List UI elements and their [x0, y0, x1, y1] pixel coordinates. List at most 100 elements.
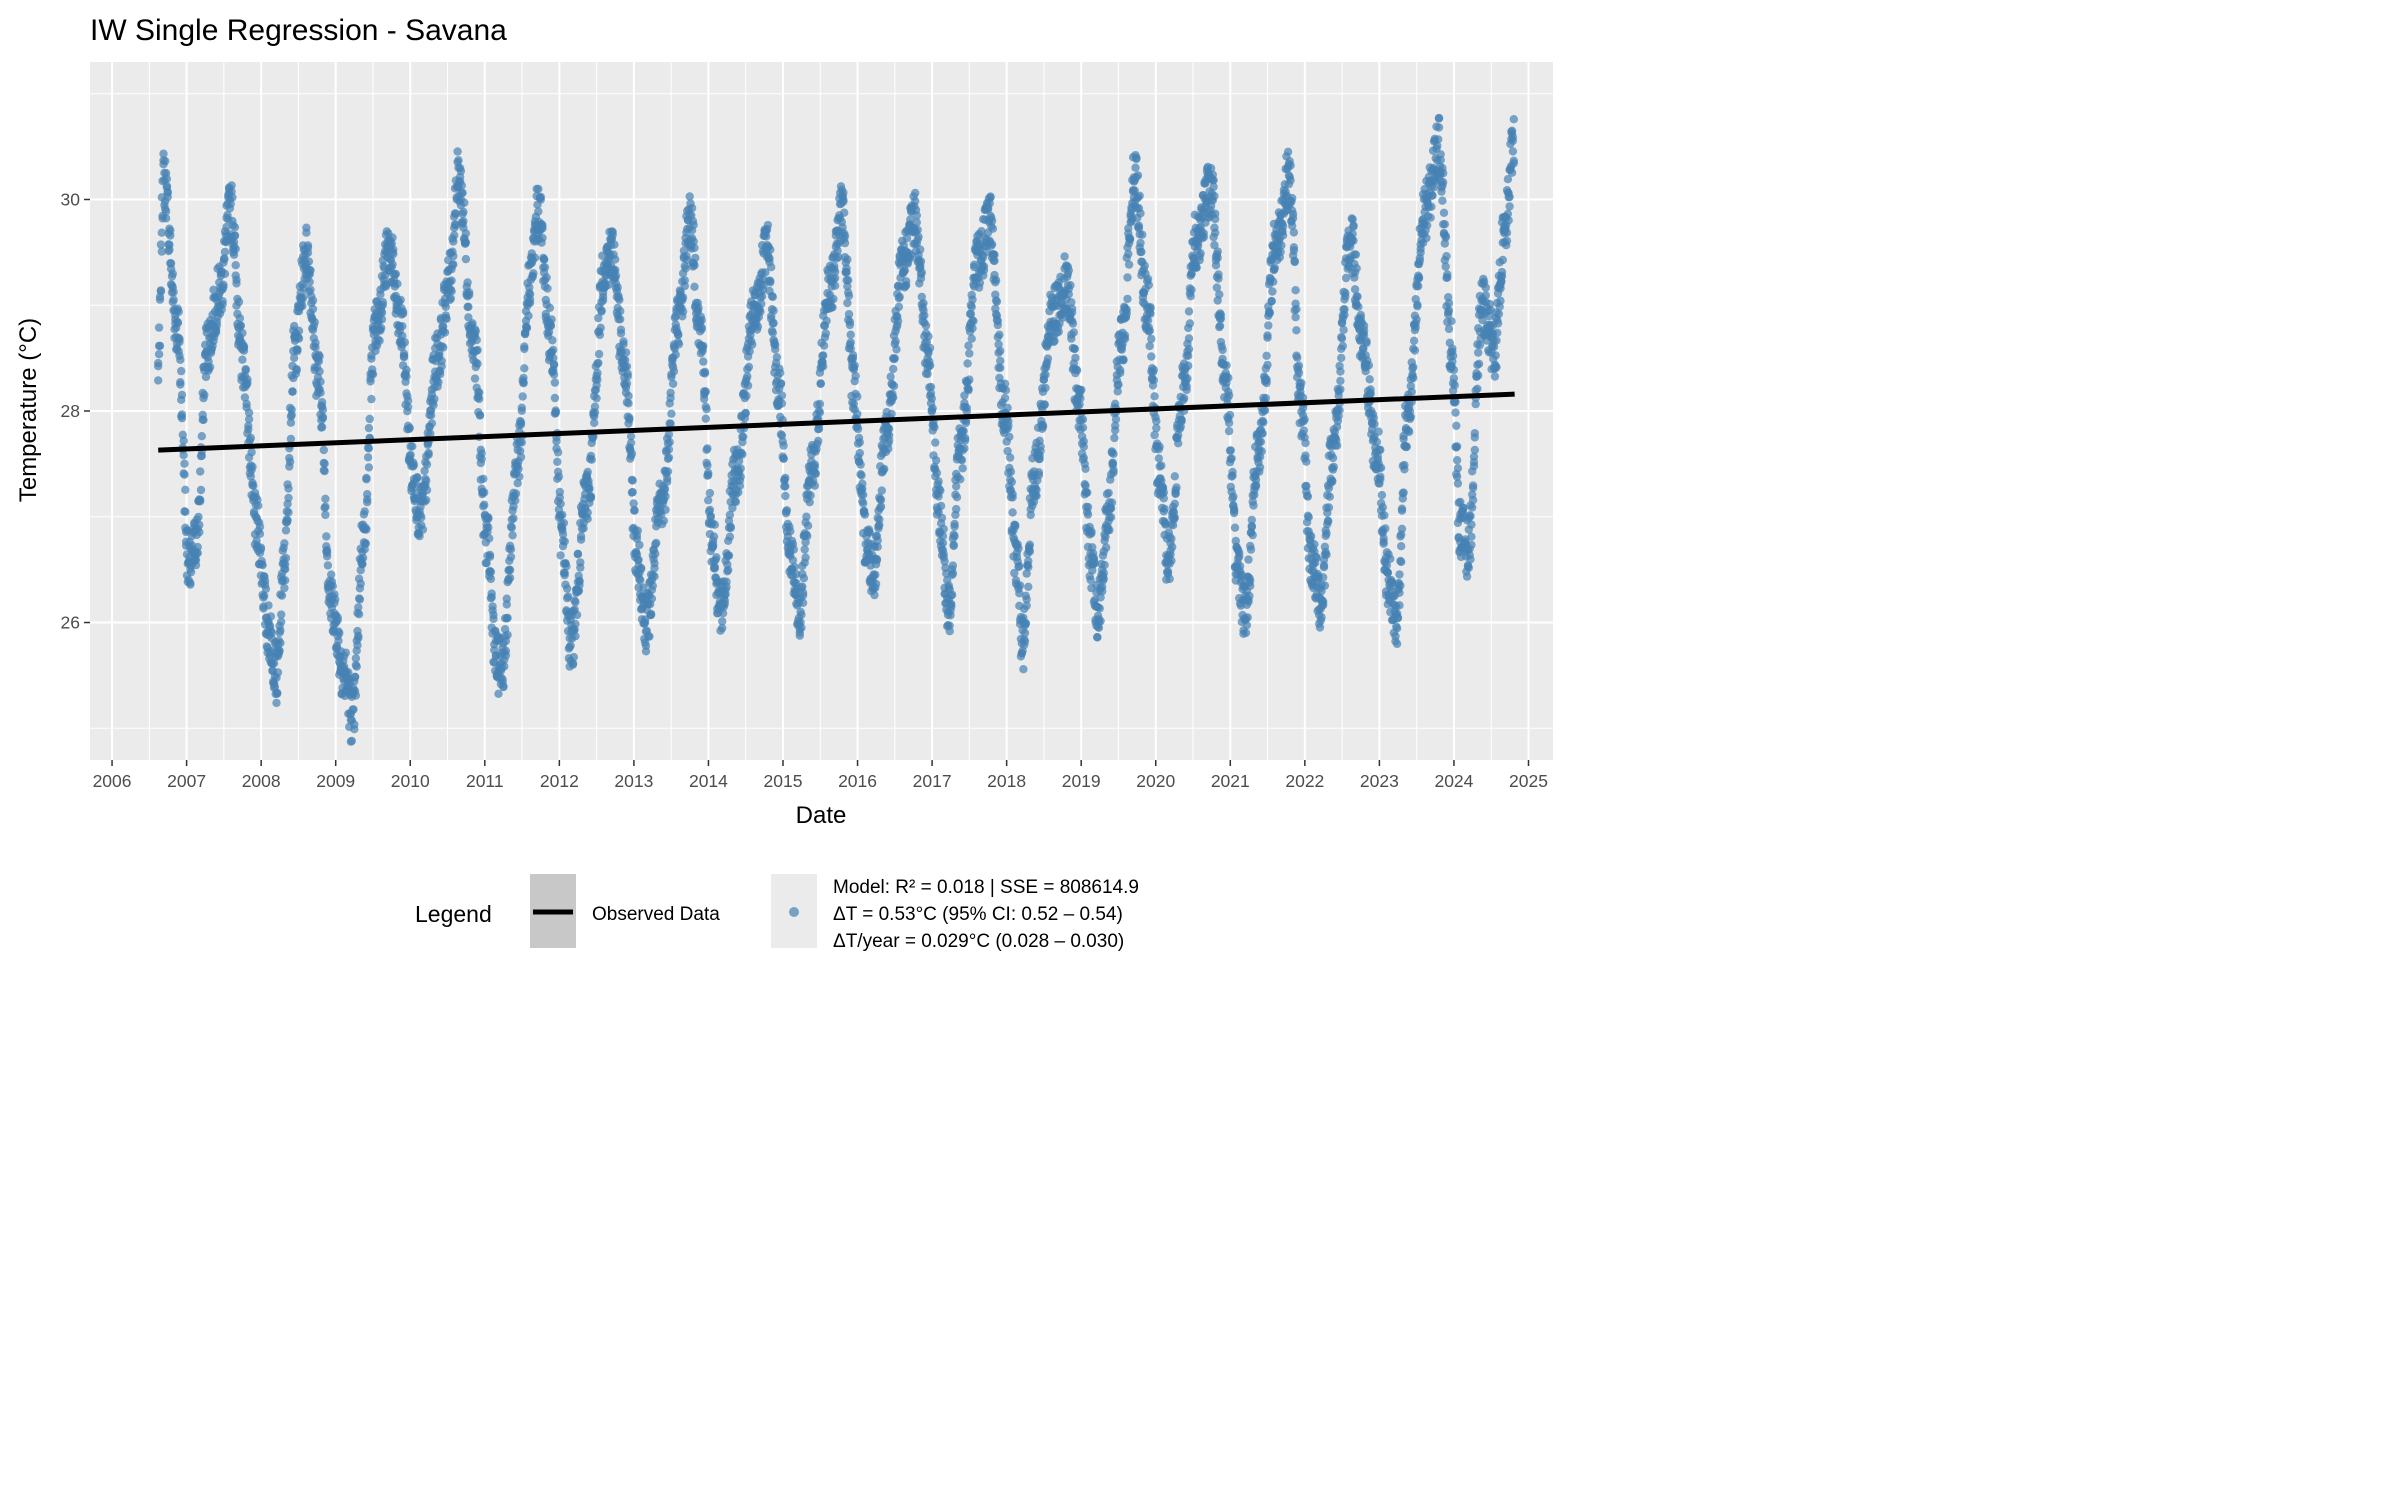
- data-point: [1372, 437, 1382, 447]
- data-point: [710, 520, 719, 529]
- data-point: [1451, 397, 1460, 406]
- data-point: [949, 541, 958, 551]
- data-point: [398, 322, 407, 331]
- data-point: [628, 487, 637, 497]
- data-point: [1145, 326, 1154, 335]
- data-point: [430, 394, 439, 404]
- data-point: [1337, 353, 1346, 363]
- data-point: [917, 292, 926, 302]
- data-point: [875, 520, 884, 530]
- data-point: [159, 149, 168, 158]
- data-point: [367, 394, 376, 404]
- data-point: [1434, 135, 1443, 144]
- data-point: [1258, 429, 1267, 438]
- data-point: [616, 329, 626, 338]
- data-point: [154, 350, 164, 359]
- data-point: [611, 255, 620, 264]
- data-point: [1070, 344, 1079, 354]
- data-point: [801, 553, 810, 562]
- data-point: [1322, 529, 1331, 538]
- data-point: [805, 498, 814, 507]
- data-point: [363, 453, 373, 462]
- x-tick-label: 2009: [316, 771, 355, 791]
- data-point: [377, 323, 386, 333]
- data-point: [906, 215, 915, 224]
- data-point: [1294, 361, 1304, 370]
- x-tick-label: 2008: [242, 771, 281, 791]
- data-point: [968, 295, 977, 304]
- data-point: [958, 464, 967, 473]
- data-point: [681, 264, 690, 273]
- data-point: [546, 321, 555, 331]
- data-point: [1043, 354, 1053, 363]
- data-point: [406, 450, 415, 459]
- data-point: [1014, 544, 1023, 553]
- data-point: [1449, 374, 1459, 383]
- data-point: [556, 499, 565, 508]
- data-point: [539, 255, 549, 264]
- data-point: [1076, 394, 1085, 403]
- data-point: [1466, 555, 1475, 564]
- data-point: [718, 623, 727, 633]
- data-point: [821, 329, 830, 338]
- data-point: [1123, 273, 1132, 282]
- data-point: [1433, 141, 1442, 151]
- data-point: [628, 476, 637, 485]
- data-point: [1246, 581, 1255, 591]
- data-point: [306, 266, 315, 275]
- data-point: [712, 553, 721, 562]
- data-point: [930, 423, 939, 432]
- data-point: [1154, 454, 1164, 463]
- data-point: [674, 339, 684, 349]
- data-point: [1081, 464, 1090, 473]
- data-point: [1000, 379, 1010, 388]
- data-point: [1026, 510, 1035, 520]
- data-point: [1224, 418, 1234, 428]
- data-point: [1167, 556, 1176, 565]
- data-point: [616, 306, 625, 316]
- data-point: [776, 368, 785, 378]
- data-point: [1104, 488, 1113, 498]
- data-point: [439, 343, 448, 352]
- data-point: [619, 340, 628, 349]
- data-point: [870, 590, 879, 600]
- data-point: [810, 460, 819, 469]
- data-point: [756, 307, 765, 316]
- data-point: [249, 481, 258, 490]
- data-point: [970, 260, 979, 269]
- data-point: [1218, 345, 1227, 355]
- data-point: [685, 192, 694, 201]
- data-point: [1365, 375, 1374, 384]
- data-point: [927, 394, 936, 403]
- data-point: [276, 638, 285, 648]
- data-point: [724, 565, 733, 575]
- data-point: [1451, 408, 1460, 417]
- data-point: [1024, 556, 1033, 566]
- data-point: [284, 484, 293, 493]
- data-point: [283, 516, 292, 525]
- data-point: [865, 528, 874, 537]
- data-point: [1434, 114, 1444, 123]
- data-point: [1434, 123, 1444, 132]
- data-point: [1473, 384, 1482, 393]
- data-point: [1466, 512, 1475, 521]
- data-point: [853, 424, 863, 434]
- data-point: [1492, 336, 1501, 345]
- data-point: [1247, 515, 1257, 525]
- data-point: [440, 328, 450, 337]
- data-point: [1397, 557, 1406, 567]
- data-point: [1136, 238, 1145, 248]
- data-point: [855, 448, 864, 458]
- data-point: [596, 323, 605, 332]
- data-point: [1007, 477, 1016, 487]
- data-point: [154, 323, 164, 332]
- data-point: [1439, 208, 1449, 217]
- data-point: [1379, 534, 1388, 543]
- data-point: [893, 316, 903, 326]
- data-point: [284, 493, 293, 503]
- data-point: [465, 290, 474, 300]
- data-point: [199, 415, 208, 425]
- data-point: [900, 266, 909, 275]
- data-point: [1415, 256, 1425, 266]
- data-point: [830, 281, 840, 290]
